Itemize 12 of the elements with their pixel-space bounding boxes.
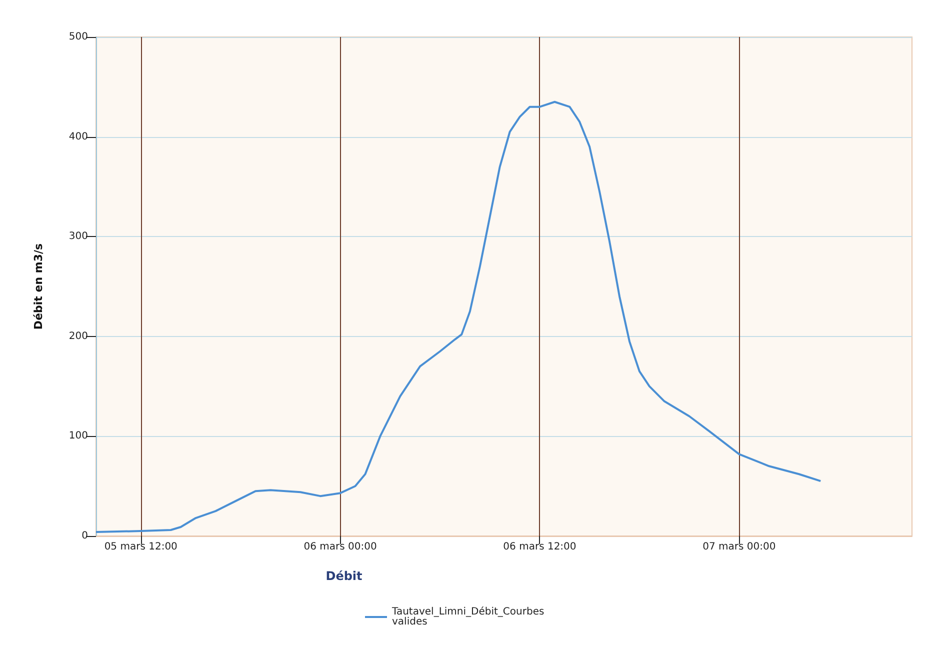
x-axis-title: Débit: [326, 569, 363, 583]
y-tick-label: 300: [68, 231, 88, 242]
y-axis-title: Débit en m3/s: [32, 242, 45, 330]
x-tick-label: 06 mars 12:00: [503, 542, 576, 552]
y-tick-label: 200: [68, 330, 88, 342]
x-tick-label: 06 mars 00:00: [304, 542, 377, 552]
y-tick-label: 400: [68, 131, 88, 142]
legend-label: Tautavel_Limni_Débit_Courbes valides: [391, 606, 544, 628]
x-tick-label: 07 mars 00:00: [702, 542, 776, 552]
y-tick-label: 500: [68, 32, 88, 42]
x-tick-label: 05 mars 12:00: [104, 542, 178, 552]
y-tick-label: 100: [68, 430, 88, 442]
